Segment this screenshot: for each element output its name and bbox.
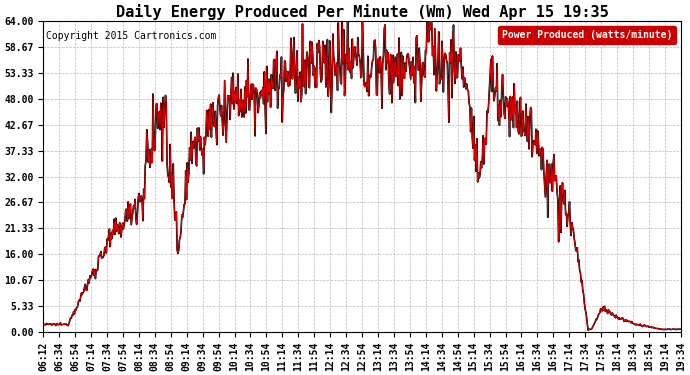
Title: Daily Energy Produced Per Minute (Wm) Wed Apr 15 19:35: Daily Energy Produced Per Minute (Wm) We… xyxy=(116,4,609,20)
Legend: Power Produced (watts/minute): Power Produced (watts/minute) xyxy=(497,26,676,44)
Text: Copyright 2015 Cartronics.com: Copyright 2015 Cartronics.com xyxy=(46,31,217,40)
